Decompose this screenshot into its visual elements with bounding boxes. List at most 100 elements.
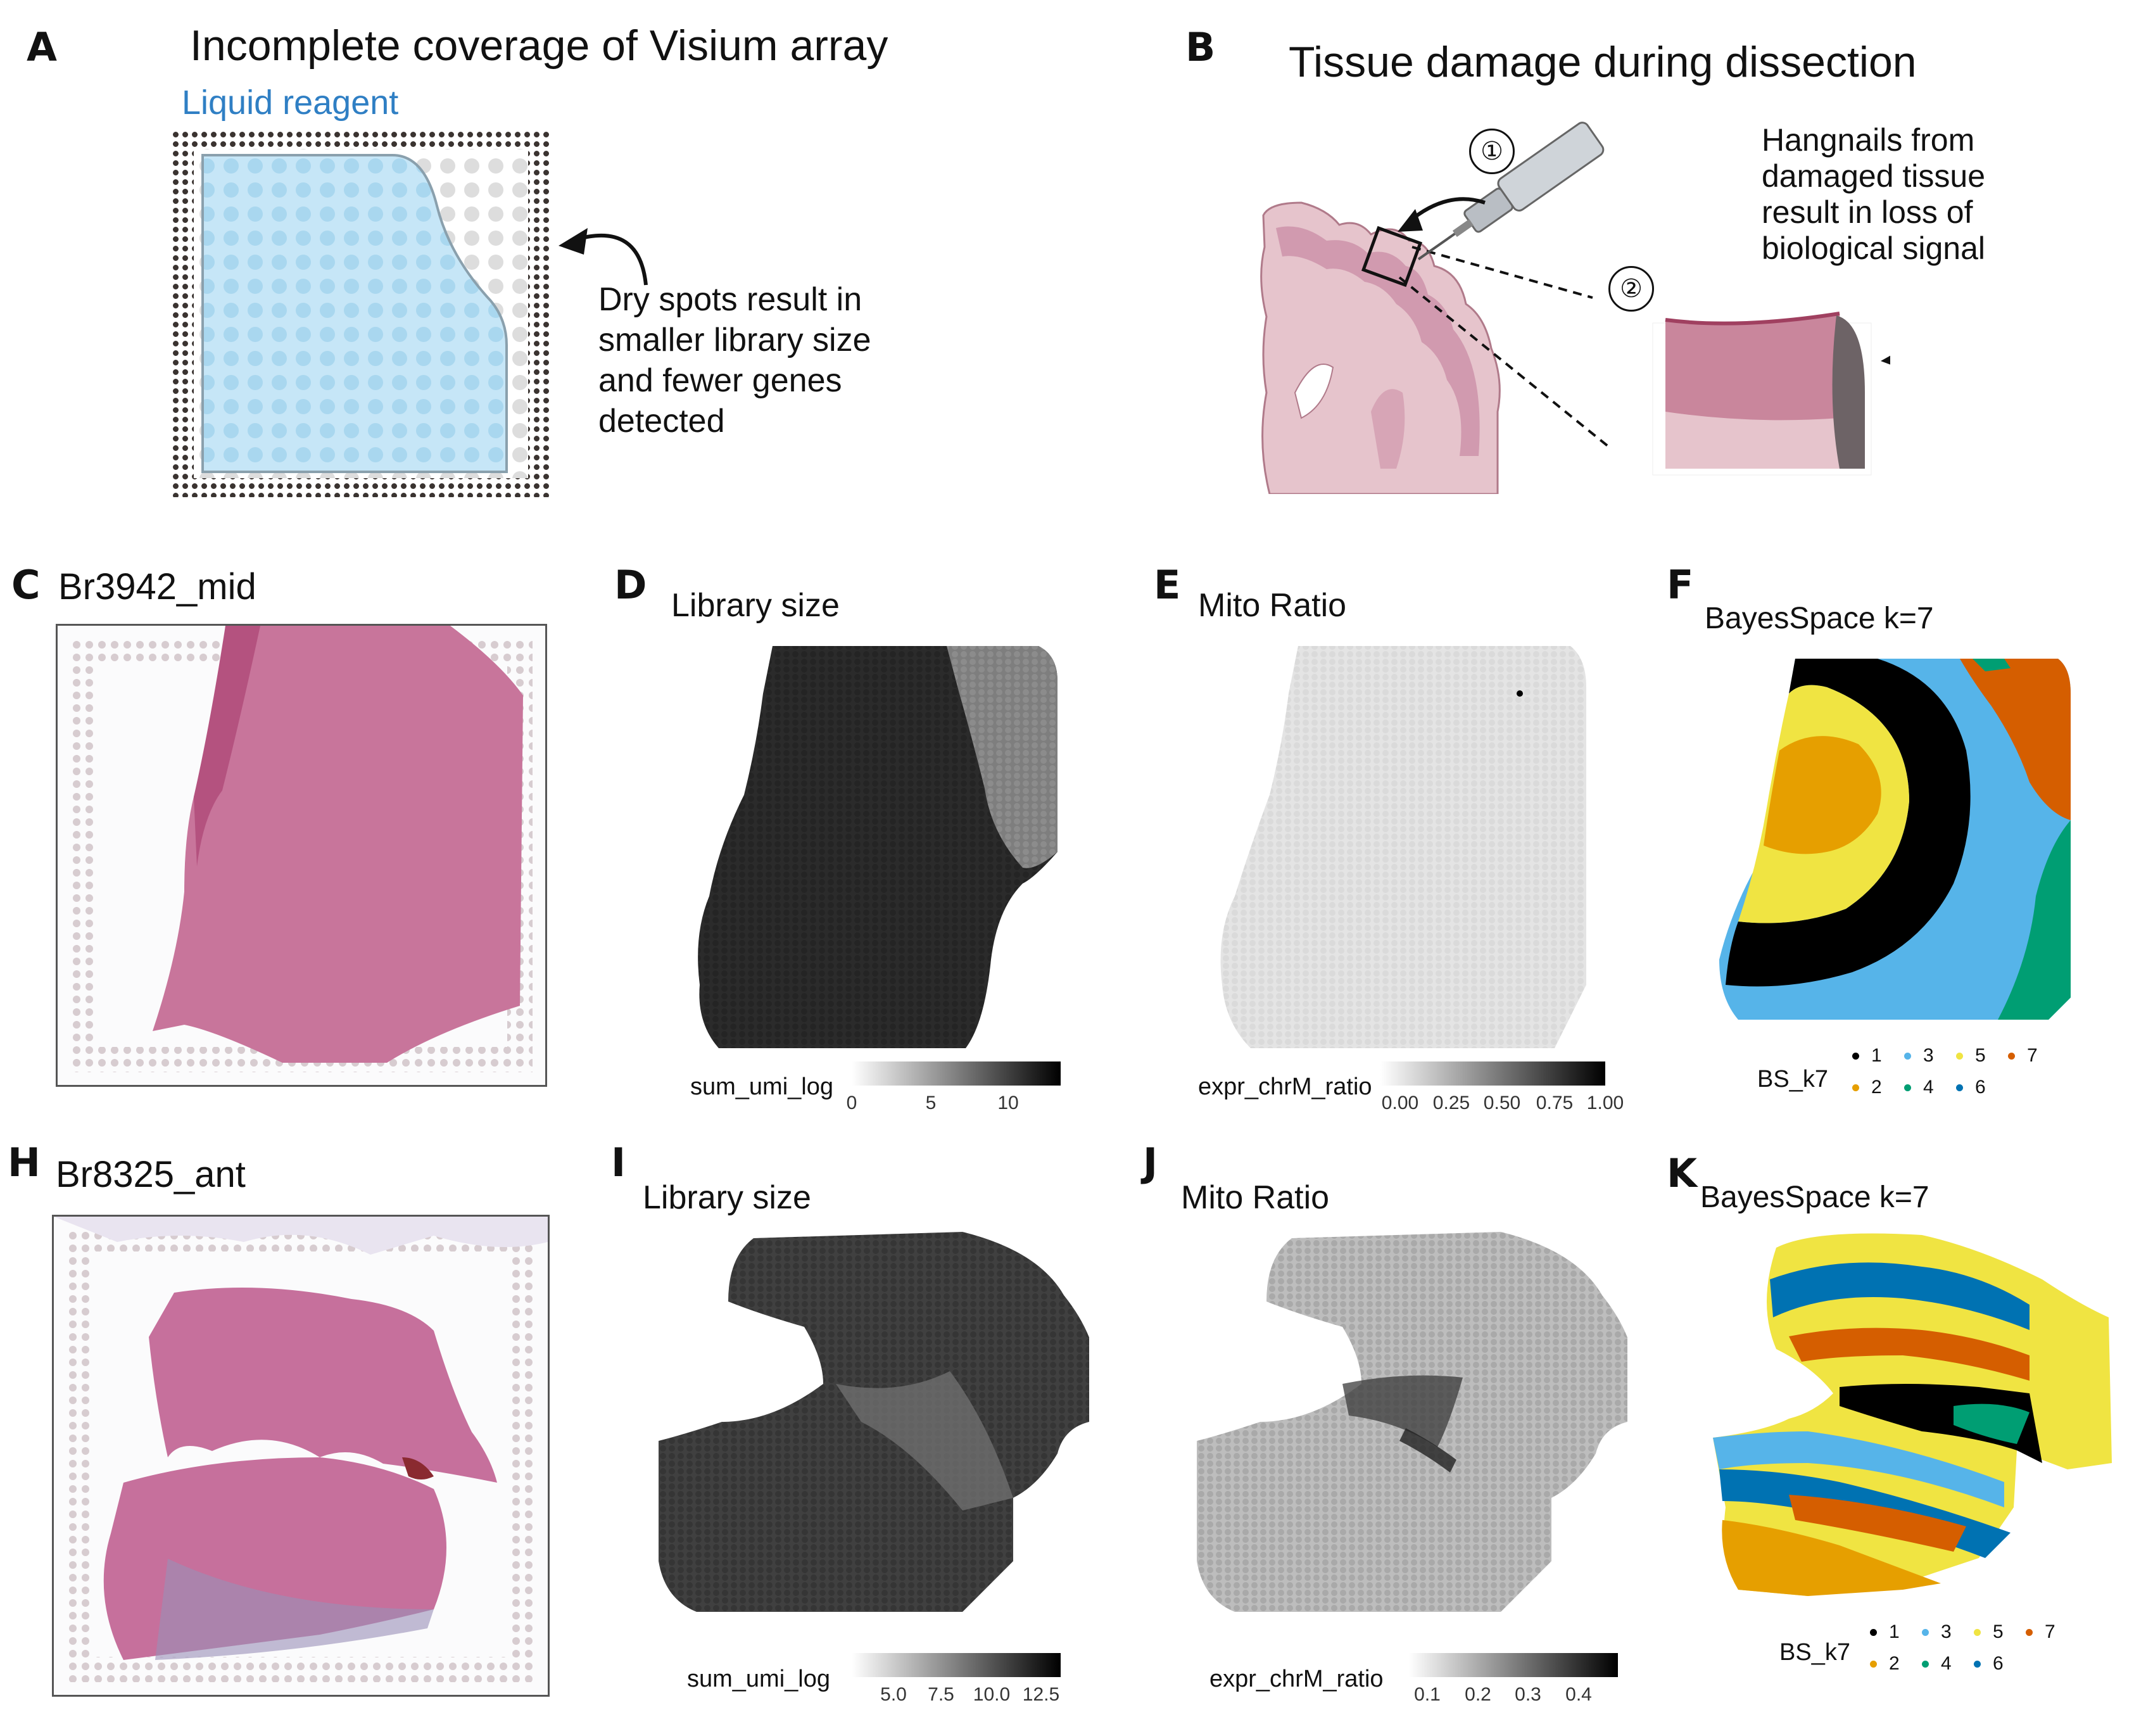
panel-e-tick: 0.50 — [1483, 1093, 1521, 1113]
panel-e-tick: 1.00 — [1586, 1093, 1624, 1113]
cluster-key-label: 6 — [1975, 1077, 1986, 1098]
bayesspace-cluster-map-k — [1713, 1233, 2112, 1596]
panel-e-tick: 0.25 — [1432, 1093, 1470, 1113]
mito-ratio-map — [1197, 1232, 1634, 1612]
panel-f-letter: F — [1667, 562, 1694, 608]
panel-f-cluster-map — [1719, 656, 2074, 1026]
panel-a-title: Incomplete coverage of Visium array — [190, 22, 888, 70]
library-size-map — [659, 1232, 1095, 1612]
he-tissue-image — [70, 626, 533, 1072]
cluster-key-label: 2 — [1871, 1077, 1882, 1098]
cluster-key-dot — [1904, 1053, 1911, 1060]
panel-c-letter: C — [11, 562, 41, 608]
cluster-key-dot — [1922, 1661, 1929, 1668]
cluster-key-label: 5 — [1993, 1621, 2004, 1642]
cluster-key-dot — [1870, 1661, 1877, 1668]
panel-a-note-line: Dry spots result in — [598, 281, 862, 318]
tissue-dissection-diagram — [1260, 122, 1890, 494]
cluster-key-dot — [1956, 1053, 1963, 1060]
panel-b-title: Tissue damage during dissection — [1289, 38, 1917, 86]
panel-k-title: BayesSpace k=7 — [1700, 1181, 1929, 1214]
he-image-br8325-ant — [52, 1215, 550, 1697]
panel-h-letter: H — [8, 1139, 41, 1186]
panel-d-legend-title: sum_umi_log — [690, 1074, 833, 1100]
cluster-key-dot — [1904, 1084, 1911, 1091]
panel-d-tick: 0 — [846, 1093, 857, 1113]
panel-b-note-line: biological signal — [1762, 231, 1986, 266]
cluster-key-label: 5 — [1975, 1045, 1986, 1066]
panel-h-title: Br8325_ant — [56, 1154, 246, 1195]
panel-a-note-line: detected — [598, 403, 725, 440]
cluster-key-dot — [1974, 1629, 1981, 1636]
panel-j-colorbar — [1409, 1653, 1618, 1677]
cluster-key-label: 4 — [1923, 1077, 1934, 1098]
library-size-map — [698, 646, 1058, 1048]
panel-i-letter: I — [611, 1139, 626, 1186]
cluster-key-dot — [2026, 1629, 2033, 1636]
cluster-key-label: 1 — [1889, 1621, 1900, 1642]
panel-b-note-line: result in loss of — [1762, 194, 1973, 230]
cluster-key-dot — [1922, 1629, 1929, 1636]
panel-b-note-line: Hangnails from — [1762, 122, 1975, 158]
panel-i-legend-title: sum_umi_log — [687, 1666, 830, 1692]
panel-d-tick: 10 — [997, 1093, 1019, 1113]
he-tissue-image — [54, 1217, 548, 1682]
panel-d-spot-map — [693, 643, 1061, 1051]
step-2-marker: ② — [1608, 266, 1654, 312]
panel-j-legend-title: expr_chrM_ratio — [1209, 1666, 1384, 1692]
panel-i-colorbar — [852, 1653, 1061, 1677]
panel-f-title: BayesSpace k=7 — [1705, 602, 1934, 635]
panel-a-note-line: and fewer genes — [598, 362, 842, 399]
bayesspace-cluster-map-f — [1719, 659, 2071, 1020]
cluster-key-label: 1 — [1871, 1045, 1882, 1066]
cluster-key-label: 4 — [1941, 1653, 1952, 1674]
cluster-key-label: 3 — [1941, 1621, 1952, 1642]
panel-i-tick: 12.5 — [1022, 1684, 1060, 1705]
panel-j-spot-map — [1197, 1232, 1634, 1628]
panel-e-tick: 0.75 — [1536, 1093, 1574, 1113]
panel-b-note: Hangnails from damaged tissue result in … — [1762, 122, 1985, 267]
panel-d-colorbar — [852, 1061, 1061, 1086]
panel-a-letter: A — [27, 24, 57, 70]
panel-e-letter: E — [1154, 562, 1181, 608]
panel-j-tick: 0.3 — [1515, 1684, 1541, 1705]
panel-b-note-line: damaged tissue — [1762, 158, 1986, 194]
cluster-key-dot — [1852, 1053, 1859, 1060]
cluster-key-dot — [1956, 1084, 1963, 1091]
panel-e-title: Mito Ratio — [1198, 587, 1347, 624]
cluster-key-dot — [2008, 1053, 2015, 1060]
panel-j-title: Mito Ratio — [1181, 1179, 1330, 1216]
panel-a-note: Dry spots result in smaller library size… — [598, 279, 871, 441]
panel-b-letter: B — [1185, 24, 1216, 70]
panel-d-tick: 5 — [925, 1093, 937, 1113]
panel-k-legend-title: BS_k7 — [1779, 1639, 1850, 1666]
panel-i-tick: 10.0 — [973, 1684, 1011, 1705]
step-1-marker: ① — [1469, 129, 1515, 174]
liquid-reagent-label: Liquid reagent — [182, 84, 399, 122]
panel-e-tick: 0.00 — [1381, 1093, 1419, 1113]
panel-d-letter: D — [614, 562, 647, 608]
cluster-key-label: 7 — [2045, 1621, 2055, 1642]
panel-e-legend-title: expr_chrM_ratio — [1198, 1074, 1372, 1100]
panel-e-spot-map — [1213, 643, 1593, 1051]
panel-j-letter: J — [1143, 1139, 1158, 1186]
panel-a-note-line: smaller library size — [598, 322, 871, 358]
cluster-key-label: 2 — [1889, 1653, 1900, 1674]
panel-j-tick: 0.4 — [1565, 1684, 1592, 1705]
cluster-key-dot — [1852, 1084, 1859, 1091]
panel-c-title: Br3942_mid — [58, 566, 256, 607]
panel-e-colorbar — [1380, 1061, 1605, 1086]
panel-i-tick: 5.0 — [880, 1684, 907, 1705]
panel-f-legend-title: BS_k7 — [1757, 1066, 1828, 1093]
panel-i-spot-map — [659, 1232, 1095, 1628]
mito-ratio-map — [1220, 646, 1586, 1048]
cluster-key-dot — [1870, 1629, 1877, 1636]
cluster-key-label: 6 — [1993, 1653, 2004, 1674]
panel-k-letter: K — [1667, 1150, 1698, 1196]
panel-k-cluster-map — [1713, 1229, 2118, 1612]
panel-i-title: Library size — [643, 1179, 811, 1216]
panel-d-title: Library size — [671, 587, 840, 624]
cluster-key-label: 7 — [2027, 1045, 2038, 1066]
visium-array-diagram — [171, 130, 551, 497]
cluster-key-label: 3 — [1923, 1045, 1934, 1066]
